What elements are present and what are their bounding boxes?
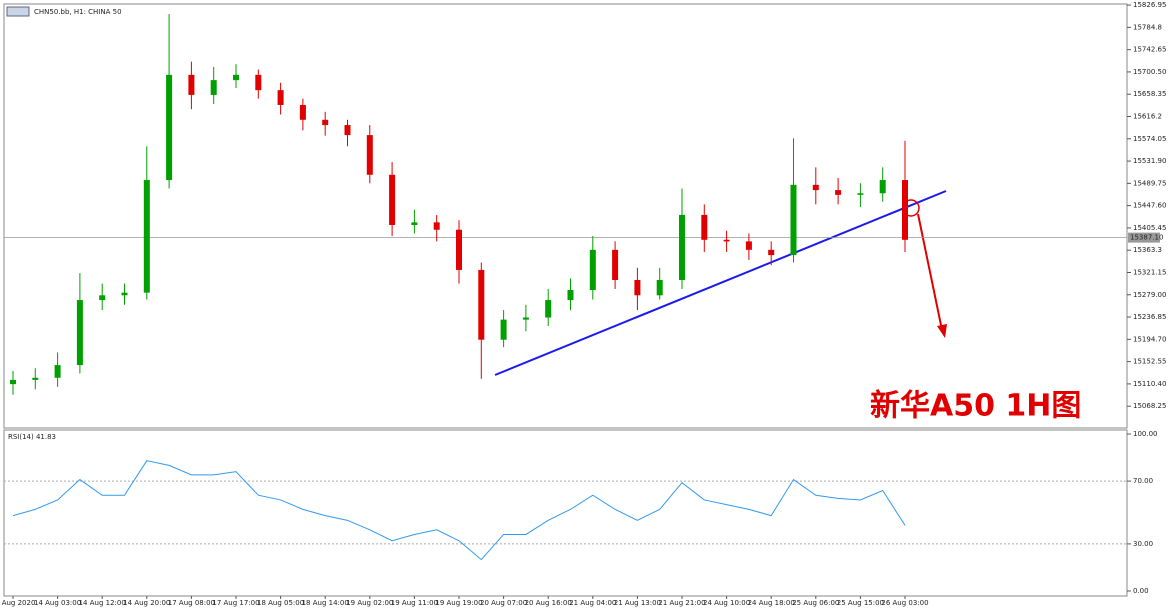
- candle-body: [166, 74, 173, 181]
- arrow: [917, 213, 943, 331]
- candle-body: [188, 74, 195, 95]
- candle-body: [701, 214, 708, 240]
- y-tick-label: 15236.85: [1133, 313, 1166, 321]
- candle-body: [656, 279, 663, 296]
- candle-body: [389, 174, 396, 225]
- x-tick-label: 25 Aug 06:00: [792, 599, 839, 607]
- candle-body: [902, 180, 908, 240]
- candle-body: [545, 300, 552, 318]
- current-price-label: 15387.10: [1130, 234, 1163, 242]
- x-tick-label: 14 Aug 20:00: [123, 599, 170, 607]
- candle-body: [478, 269, 485, 340]
- candle-body: [857, 193, 864, 195]
- y-tick-label: 15068.25: [1133, 402, 1166, 410]
- header: CHN50.bb, H1: CHINA 50: [34, 8, 122, 16]
- y-tick-label: 15658.35: [1133, 90, 1166, 98]
- annotation: 新华A50 1H图: [870, 389, 1081, 424]
- candle-body: [233, 74, 239, 81]
- y-tick-label: 0.00: [1133, 587, 1149, 595]
- candle-body: [433, 222, 440, 230]
- y-tick-label: 15700.50: [1133, 68, 1166, 76]
- x-tick-label: 20 Aug 16:00: [525, 599, 572, 607]
- y-tick-label: 15405.45: [1133, 224, 1166, 232]
- candle-body: [522, 317, 529, 320]
- y-tick-label: 15110.40: [1133, 380, 1166, 388]
- x-tick-label: 19 Aug 11:00: [391, 599, 438, 607]
- y-tick-label: 70.00: [1133, 477, 1153, 485]
- candle-body: [366, 135, 373, 175]
- candle-body: [879, 180, 886, 194]
- candle-body: [277, 90, 284, 105]
- candle-body: [634, 279, 641, 296]
- candle-body: [768, 249, 775, 256]
- y-tick-label: 15194.70: [1133, 335, 1166, 343]
- x-tick-label: 17 Aug 17:00: [212, 599, 259, 607]
- candle-body: [589, 249, 596, 291]
- x-tick-label: 26 Aug 03:00: [881, 599, 928, 607]
- x-tick-label: 19 Aug 19:00: [435, 599, 482, 607]
- candle-body: [679, 214, 685, 280]
- x-tick-label: 17 Aug 08:00: [168, 599, 215, 607]
- y-tick-label: 100.00: [1133, 430, 1158, 438]
- rsi-frame: [3, 429, 1128, 597]
- candle-body: [790, 184, 797, 256]
- y-tick-label: 15616.2: [1133, 113, 1162, 121]
- x-tick-label: 18 Aug 05:00: [257, 599, 304, 607]
- x-tick-label: 19 Aug 02:00: [346, 599, 393, 607]
- x-tick-label: 18 Aug 14:00: [302, 599, 349, 607]
- candle-body: [299, 104, 306, 120]
- x-tick-label: 21 Aug 21:00: [658, 599, 705, 607]
- x-tick-label: 13 Aug 2020: [0, 599, 35, 607]
- candle-body: [745, 241, 752, 250]
- x-tick-label: 14 Aug 03:00: [34, 599, 81, 607]
- candle-body: [10, 379, 16, 385]
- candle-body: [456, 229, 462, 270]
- candle-body: [411, 222, 418, 225]
- candle-body: [612, 249, 619, 280]
- y-tick-label: 15742.65: [1133, 46, 1166, 54]
- candle-body: [54, 365, 61, 378]
- candle-body: [322, 119, 329, 126]
- candle-body: [723, 239, 730, 242]
- candle-body: [210, 80, 217, 95]
- y-tick-label: 15531.90: [1133, 157, 1166, 165]
- rsi-line: [12, 460, 906, 561]
- y-tick-label: 15574.05: [1133, 135, 1166, 143]
- y-tick-label: 15152.55: [1133, 358, 1166, 366]
- x-tick-label: 20 Aug 07:00: [480, 599, 527, 607]
- rsi-title: RSI(14) 41.83: [8, 433, 56, 441]
- x-tick-label: 24 Aug 18:00: [748, 599, 795, 607]
- y-tick-label: 15489.75: [1133, 179, 1166, 187]
- y-tick-label: 15279.00: [1133, 291, 1166, 299]
- candle-body: [143, 180, 150, 293]
- y-tick-label: 30.00: [1133, 540, 1153, 548]
- y-tick-label: 15784.8: [1133, 23, 1162, 31]
- price-frame: [3, 3, 1128, 429]
- current-price-box: [1128, 232, 1160, 243]
- candle-body: [121, 292, 128, 296]
- y-tick-label: 15321.15: [1133, 268, 1166, 276]
- candle-body: [76, 300, 83, 366]
- arrow-head: [937, 324, 947, 338]
- candle-body: [567, 290, 574, 301]
- candle-body: [32, 377, 39, 380]
- y-tick-label: 15447.60: [1133, 202, 1166, 210]
- candle-body: [835, 190, 842, 195]
- icon: [6, 6, 30, 17]
- candle-body: [255, 74, 262, 91]
- candle-body: [812, 184, 819, 191]
- x-tick-label: 21 Aug 04:00: [569, 599, 616, 607]
- x-tick-label: 14 Aug 12:00: [79, 599, 126, 607]
- y-tick-label: 15826.95: [1133, 1, 1166, 9]
- y-tick-label: 15363.3: [1133, 246, 1162, 254]
- candle-body: [500, 319, 507, 340]
- x-tick-label: 24 Aug 10:00: [703, 599, 750, 607]
- trend-line: [494, 190, 947, 376]
- x-tick-label: 25 Aug 15:00: [837, 599, 884, 607]
- x-tick-label: 21 Aug 13:00: [614, 599, 661, 607]
- candle-body: [344, 125, 351, 136]
- candle-body: [99, 295, 106, 301]
